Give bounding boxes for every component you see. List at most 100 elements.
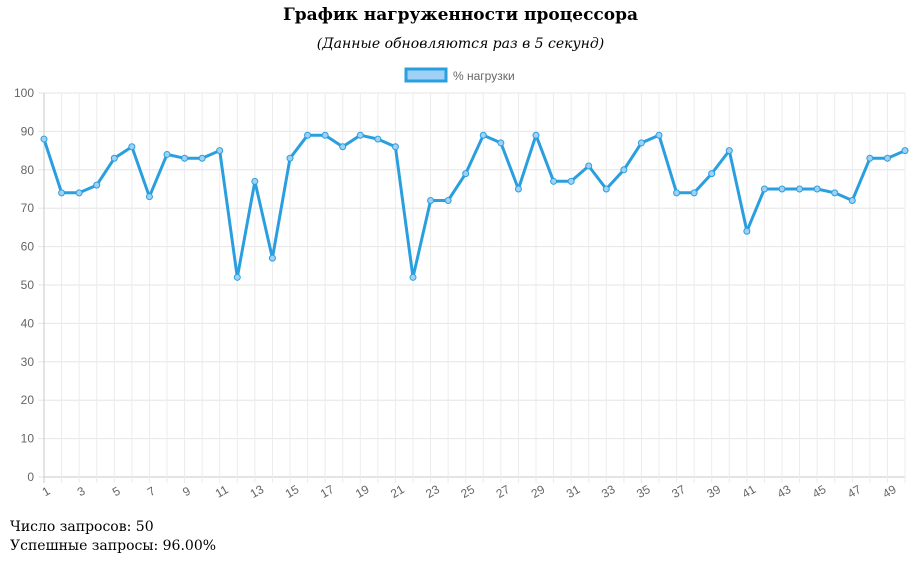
x-tick-label: 17 (318, 482, 337, 501)
data-point[interactable] (145, 193, 153, 201)
data-point[interactable] (532, 131, 540, 139)
success-rate: Успешные запросы: 96.00% (10, 538, 217, 554)
data-point[interactable] (268, 254, 276, 262)
requests-count: Число запросов: 50 (10, 519, 154, 535)
data-point[interactable] (181, 154, 189, 162)
x-tick-label: 23 (423, 482, 442, 501)
data-point[interactable] (110, 154, 118, 162)
y-tick-label: 70 (21, 201, 35, 215)
data-point[interactable] (479, 131, 487, 139)
y-tick-label: 50 (21, 278, 35, 292)
chart-title: График нагруженности процессора (282, 5, 639, 25)
x-tick-label: 9 (180, 484, 193, 500)
x-tick-label: 35 (634, 482, 653, 501)
data-point[interactable] (251, 177, 259, 185)
data-point[interactable] (75, 189, 83, 197)
data-point[interactable] (620, 166, 628, 174)
series-line (42, 133, 906, 279)
chart-subtitle: (Данные обновляются раз в 5 секунд) (316, 36, 605, 52)
y-tick-label: 30 (21, 355, 35, 369)
x-tick-label: 41 (740, 482, 759, 501)
x-tick-label: 29 (529, 482, 548, 501)
x-tick-label: 25 (458, 482, 477, 501)
data-point[interactable] (637, 139, 645, 147)
data-point[interactable] (901, 147, 909, 155)
x-tick-label: 27 (494, 482, 513, 501)
data-point[interactable] (93, 181, 101, 189)
data-points (40, 131, 909, 281)
x-tick-label: 15 (283, 482, 302, 501)
x-tick-label: 37 (669, 482, 688, 501)
data-point[interactable] (128, 143, 136, 151)
x-tick-label: 43 (775, 482, 794, 501)
x-axis-ticks: 1 3 5 7 9 11 13 15 17 19 21 23 25 27 29 31 33 35 37 39 41 43 4… (40, 482, 899, 501)
data-point[interactable] (655, 131, 663, 139)
data-point[interactable] (848, 197, 856, 205)
data-point[interactable] (796, 185, 804, 193)
x-tick-label: 19 (353, 482, 372, 501)
data-point[interactable] (567, 177, 575, 185)
y-tick-label: 80 (21, 163, 35, 177)
x-tick-label: 47 (845, 482, 864, 501)
y-tick-label: 40 (21, 316, 35, 330)
x-tick-label: 11 (213, 482, 231, 501)
x-tick-label: 31 (564, 482, 583, 501)
request-stats: Число запросов: 50 Успешные запросы: 96.… (10, 518, 216, 556)
data-point[interactable] (708, 170, 716, 178)
data-point[interactable] (163, 150, 171, 158)
x-tick-label: 39 (704, 482, 723, 501)
chart-legend[interactable]: % нагрузки (404, 67, 515, 83)
data-point[interactable] (356, 131, 364, 139)
data-point[interactable] (374, 135, 382, 143)
data-point[interactable] (58, 189, 66, 197)
data-point[interactable] (444, 197, 452, 205)
data-point[interactable] (497, 139, 505, 147)
data-point[interactable] (198, 154, 206, 162)
x-tick-label: 13 (248, 482, 267, 501)
y-tick-label: 60 (21, 240, 35, 254)
data-point[interactable] (233, 273, 241, 281)
data-point[interactable] (866, 154, 874, 162)
data-point[interactable] (339, 143, 347, 151)
x-tick-label: 21 (388, 482, 407, 501)
y-tick-label: 90 (21, 124, 35, 138)
y-axis-ticks: 0 10 20 30 40 50 60 70 80 90 100 (14, 86, 34, 484)
data-point[interactable] (883, 154, 891, 162)
y-tick-label: 10 (21, 432, 35, 446)
data-point[interactable] (725, 147, 733, 155)
data-point[interactable] (690, 189, 698, 197)
x-tick-label: 7 (145, 484, 158, 500)
data-point[interactable] (321, 131, 329, 139)
data-point[interactable] (286, 154, 294, 162)
data-point[interactable] (427, 197, 435, 205)
data-point[interactable] (760, 185, 768, 193)
x-tick-label: 5 (110, 484, 123, 500)
data-point[interactable] (462, 170, 470, 178)
data-point[interactable] (673, 189, 681, 197)
legend-label: % нагрузки (453, 69, 515, 83)
data-point[interactable] (514, 185, 522, 193)
x-tick-label: 33 (599, 482, 618, 501)
data-point[interactable] (813, 185, 821, 193)
x-tick-label: 45 (810, 482, 829, 501)
data-point[interactable] (585, 162, 593, 170)
data-point[interactable] (409, 273, 417, 281)
data-point[interactable] (778, 185, 786, 193)
data-point[interactable] (216, 147, 224, 155)
data-point[interactable] (550, 177, 558, 185)
data-point[interactable] (391, 143, 399, 151)
x-tick-label: 3 (75, 484, 88, 500)
data-point[interactable] (40, 135, 48, 143)
y-tick-label: 20 (21, 393, 35, 407)
data-point[interactable] (304, 131, 312, 139)
x-tick-label: 49 (880, 482, 899, 501)
legend-swatch (404, 67, 448, 83)
y-tick-label: 0 (27, 470, 34, 484)
chart-grid (38, 92, 906, 483)
data-point[interactable] (602, 185, 610, 193)
x-tick-label: 1 (40, 484, 53, 500)
data-point[interactable] (743, 227, 751, 235)
y-tick-label: 100 (14, 86, 34, 100)
data-point[interactable] (831, 189, 839, 197)
